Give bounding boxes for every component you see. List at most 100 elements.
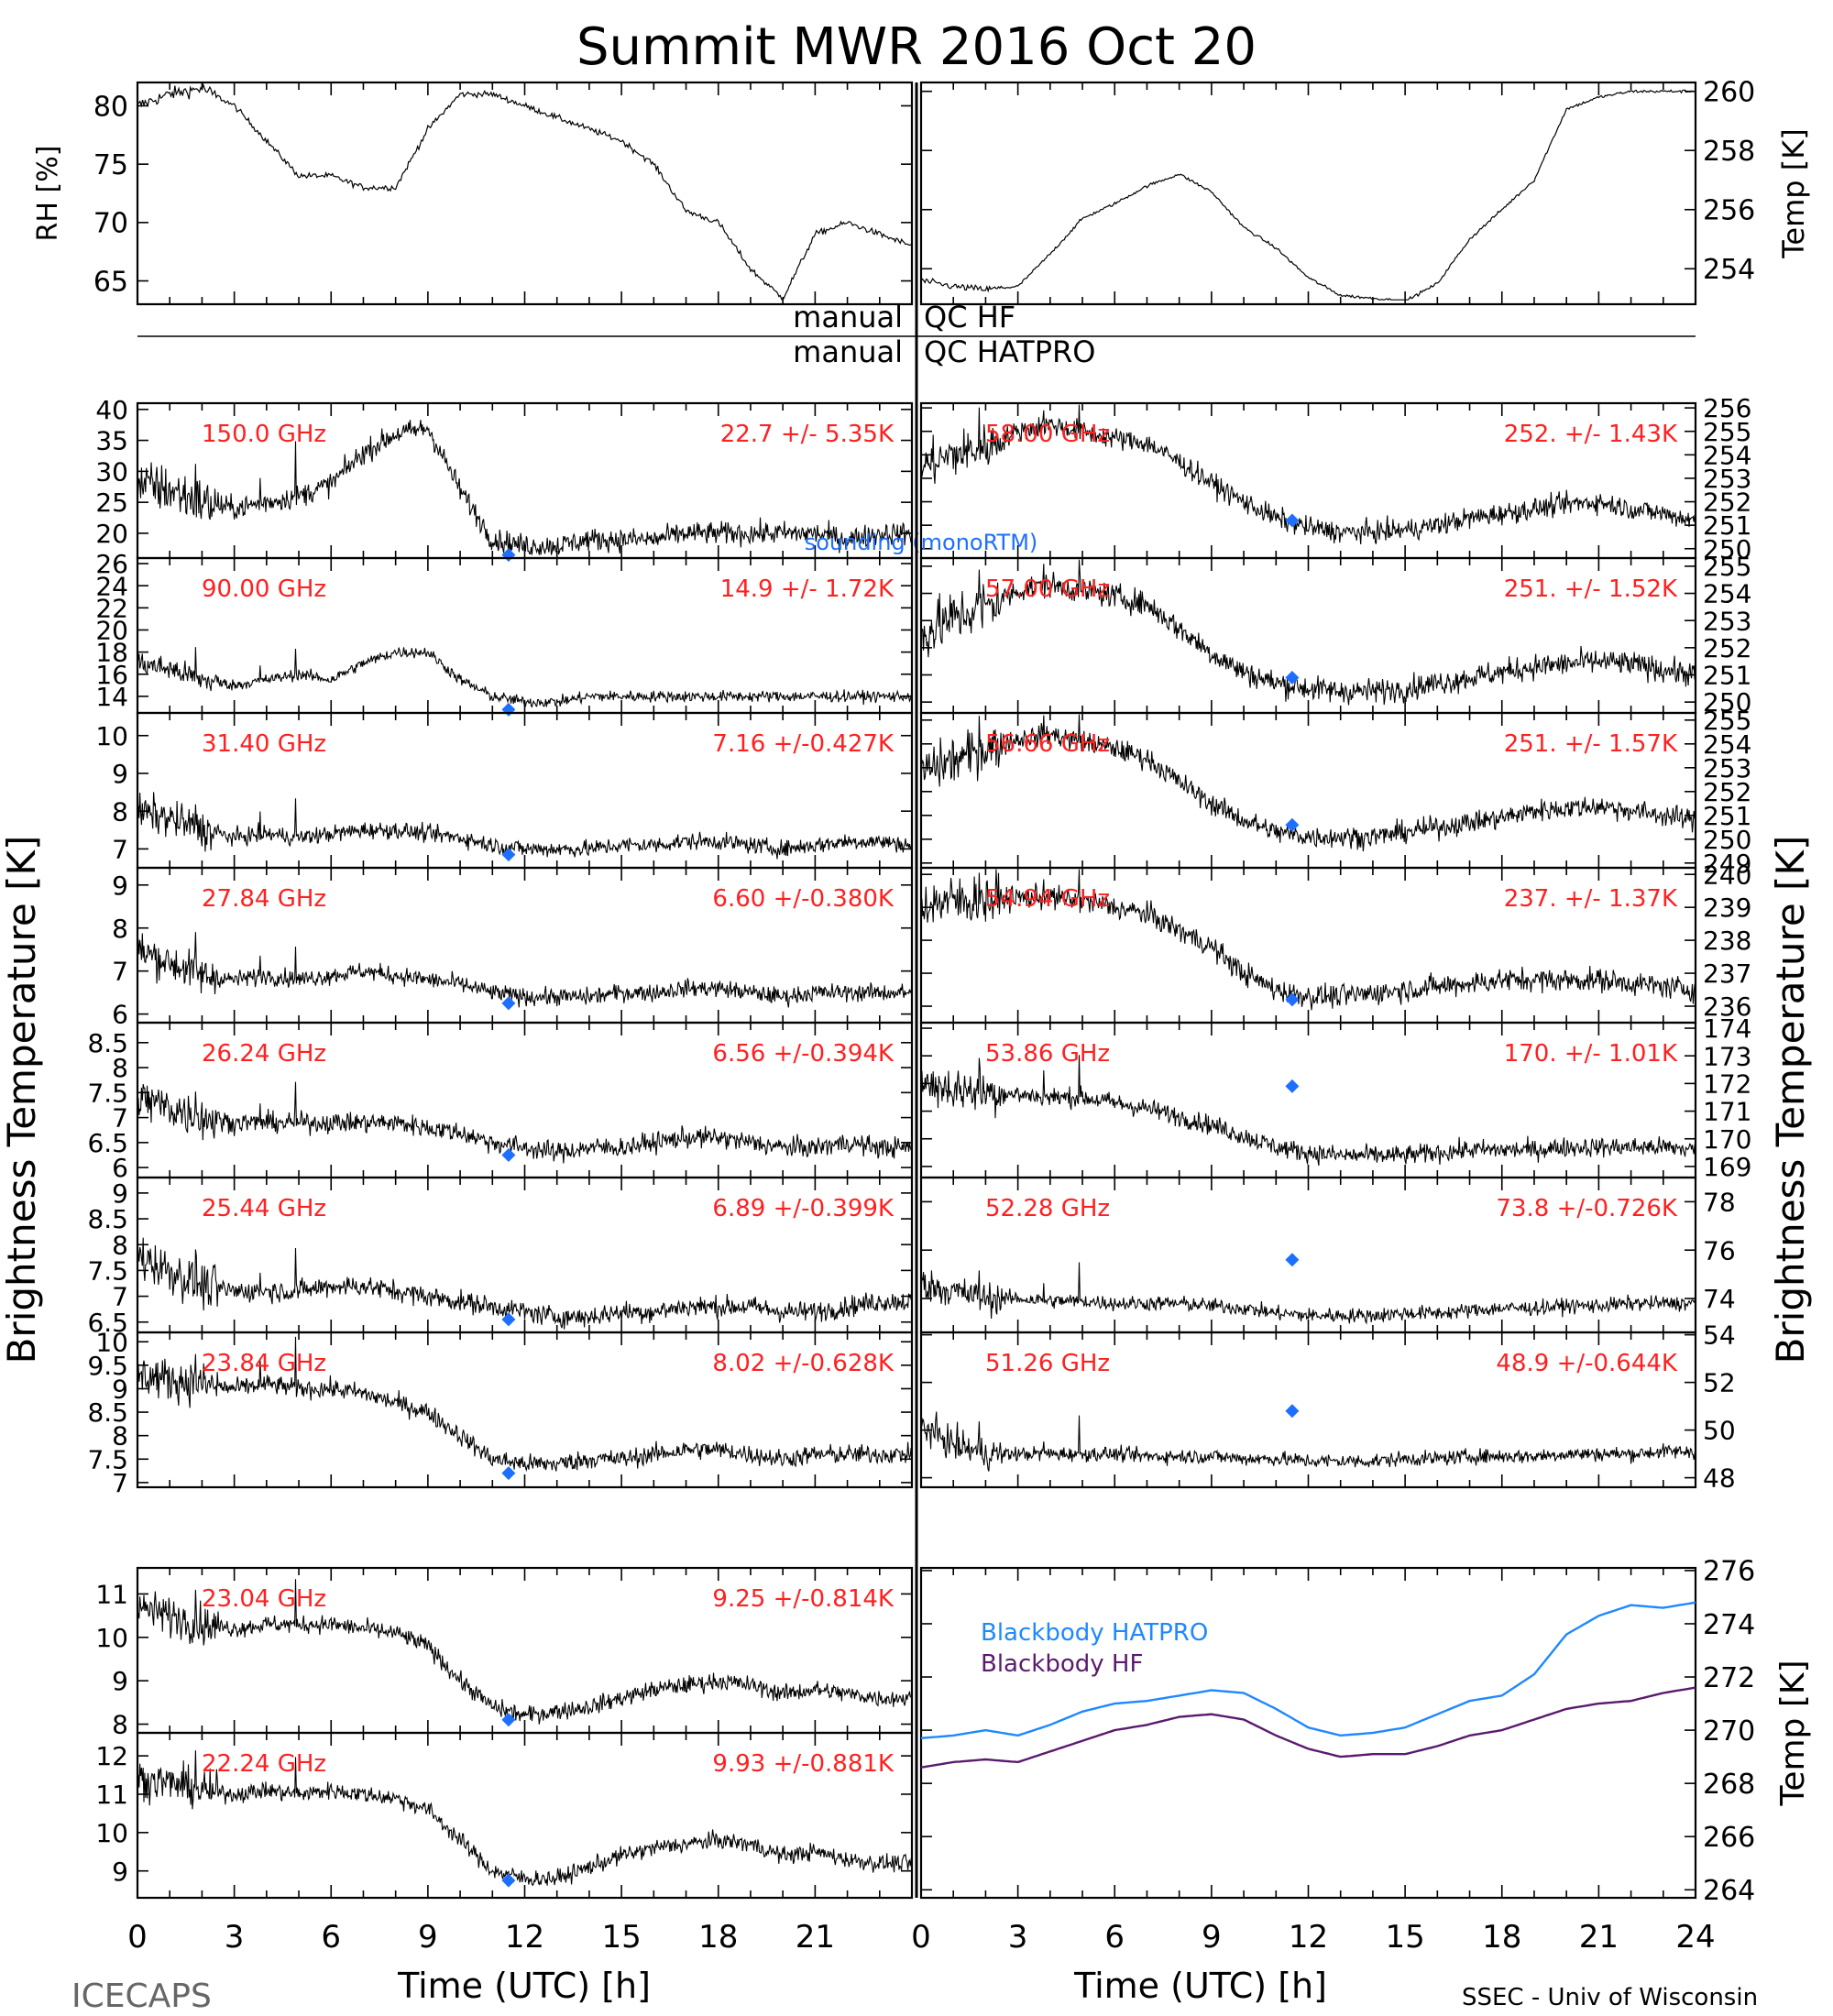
channel-stats-label: 6.89 +/-0.399K <box>712 1195 895 1222</box>
sounding-marker <box>501 1147 516 1162</box>
y-tick-label: 255 <box>1703 706 1751 736</box>
channel-panel-ch25: 6.577.588.59 25.44 GHz 6.89 +/-0.399K <box>87 1176 914 1338</box>
y-tick-label: 10 <box>95 721 128 751</box>
sounding-marker <box>1285 1079 1300 1093</box>
channel-trace <box>137 1579 913 1725</box>
channel-frequency-label: 53.86 GHz <box>985 1040 1110 1068</box>
channel-frequency-label: 31.40 GHz <box>202 730 326 758</box>
y-tick-label: 20 <box>95 616 128 646</box>
sounding-marker <box>1285 1404 1300 1419</box>
y-tick-label: 237 <box>1703 959 1751 989</box>
channel-trace <box>137 1336 913 1473</box>
channel-stats-label: 252. +/- 1.43K <box>1504 421 1678 448</box>
channel-stats-label: 237. +/- 1.37K <box>1504 885 1678 913</box>
y-tick-label: 253 <box>1703 606 1751 636</box>
x-tick-label: 3 <box>1008 1919 1028 1956</box>
y-tick-label: 256 <box>1703 393 1751 423</box>
sounding-marker <box>1285 992 1300 1007</box>
y-tick-label: 54 <box>1703 1320 1736 1351</box>
channel-frequency-label: 27.84 GHz <box>202 885 326 913</box>
channel-frequency-label: 22.24 GHz <box>202 1750 326 1778</box>
x-tick-label: 3 <box>225 1919 245 1956</box>
y-tick-label: 65 <box>93 266 128 298</box>
y-tick-label: 74 <box>1703 1284 1736 1314</box>
y-tick-label: 7.5 <box>87 1255 128 1286</box>
y-tick-label: 253 <box>1703 464 1751 494</box>
y-tick-label: 251 <box>1703 801 1751 831</box>
y-tick-label: 76 <box>1703 1235 1736 1265</box>
y-tick-label: 11 <box>95 1780 128 1810</box>
channel-stats-label: 14.9 +/- 1.72K <box>720 575 895 603</box>
y-tick-label: 255 <box>1703 552 1751 582</box>
y-tick-label: 252 <box>1703 633 1751 663</box>
sounding-marker <box>501 1312 516 1327</box>
y-tick-label: 252 <box>1703 777 1751 807</box>
channel-trace <box>920 1055 1696 1167</box>
y-tick-label: 7.5 <box>87 1078 128 1108</box>
y-tick-label: 25 <box>95 488 128 518</box>
channel-stats-label: 251. +/- 1.52K <box>1504 575 1678 603</box>
y-tick-label: 9 <box>112 871 128 901</box>
y-tick-label: 240 <box>1703 860 1751 890</box>
sounding-marker <box>501 1466 516 1481</box>
y-tick-label: 6.5 <box>87 1308 128 1338</box>
y-tick-label: 268 <box>1703 1769 1755 1801</box>
channel-stats-label: 9.93 +/-0.881K <box>712 1750 895 1778</box>
channel-panel-ch23_84: 77.588.599.510 23.84 GHz 8.02 +/-0.628K <box>87 1327 914 1498</box>
y-tick-label: 52 <box>1703 1368 1736 1398</box>
y-tick-label: 48 <box>1703 1463 1736 1494</box>
channel-frequency-label: 23.84 GHz <box>202 1350 326 1377</box>
y-tick-label: 7 <box>112 1103 128 1134</box>
y-tick-label: 254 <box>1703 440 1751 470</box>
channel-trace <box>920 559 1696 706</box>
channel-frequency-label: 56.66 GHz <box>985 730 1110 758</box>
x-tick-label: 9 <box>418 1919 438 1956</box>
y-tick-label: 171 <box>1703 1097 1751 1127</box>
x-tick-label: 21 <box>1579 1919 1619 1956</box>
channel-panel-ch22: 9 10 11 12 22.24 GHz 9.93 +/-0.881K <box>95 1731 914 1900</box>
channel-frequency-label: 26.24 GHz <box>202 1040 326 1068</box>
qc-area: manual QC HF manual QC HATPRO <box>137 300 1696 369</box>
channel-frequency-label: 150.0 GHz <box>202 421 326 448</box>
qc-hf-right: QC HF <box>924 300 1015 334</box>
channel-trace <box>920 404 1696 545</box>
y-tick-label: 26 <box>95 549 128 579</box>
sounding-marker <box>501 996 516 1011</box>
y-tick-label: 80 <box>93 91 128 123</box>
footer-right: SSEC - Univ of Wisconsin <box>1462 1984 1758 2011</box>
blackbody-axis-label: Temp [K] <box>1774 1660 1812 1806</box>
rh-axis-label: RH [%] <box>32 146 64 242</box>
x-tick-label: 21 <box>796 1919 835 1956</box>
y-tick-label: 30 <box>95 456 128 487</box>
channel-trace <box>137 647 913 708</box>
channel-panel-ch27: 6 7 8 9 27.84 GHz 6.60 +/-0.380K <box>112 866 914 1030</box>
sounding-marker <box>501 1713 516 1727</box>
footer-left: ICECAPS <box>71 1978 212 2015</box>
x-tick-label: 18 <box>698 1919 738 1956</box>
y-tick-label: 173 <box>1703 1041 1751 1071</box>
channel-frequency-label: 25.44 GHz <box>202 1195 326 1222</box>
channel-panel-ch52: 74 76 78 52.28 GHz 73.8 +/-0.726K <box>919 1176 1736 1334</box>
x-tick-label: 15 <box>601 1919 641 1956</box>
y-tick-label: 9 <box>112 759 128 789</box>
y-tick-label: 24 <box>95 571 128 601</box>
y-tick-label: 272 <box>1703 1662 1755 1694</box>
blackbody-panel: 264 266 268 270 272 274 276 Blackbody HATPRO Bla… <box>919 1556 1812 1907</box>
y-tick-label: 75 <box>93 149 128 181</box>
y-tick-label: 174 <box>1703 1013 1751 1044</box>
channel-panel-ch23_04: 8 9 10 11 23.04 GHz 9.25 +/-0.814K <box>95 1566 914 1740</box>
sounding-marker <box>1285 1253 1300 1267</box>
channel-frequency-label: 23.04 GHz <box>202 1585 326 1613</box>
channel-trace <box>137 420 913 555</box>
y-tick-label: 10 <box>95 1818 128 1848</box>
y-tick-label: 6.5 <box>87 1128 128 1158</box>
x-tick-label: 6 <box>1104 1919 1125 1956</box>
y-tick-label: 7 <box>112 1282 128 1312</box>
blackbody-legend-label: Blackbody HATPRO <box>981 1619 1208 1647</box>
qc-hf-left: manual <box>793 300 903 334</box>
y-tick-label: 258 <box>1703 136 1755 168</box>
